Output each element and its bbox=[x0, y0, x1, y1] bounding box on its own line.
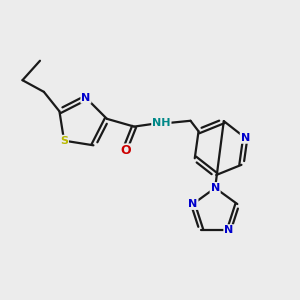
Text: N: N bbox=[241, 133, 250, 143]
Text: N: N bbox=[224, 225, 233, 235]
Text: N: N bbox=[81, 93, 91, 103]
Text: N: N bbox=[188, 199, 198, 209]
Text: N: N bbox=[211, 183, 220, 193]
Text: O: O bbox=[120, 144, 131, 158]
Text: S: S bbox=[60, 136, 68, 146]
Text: NH: NH bbox=[152, 118, 171, 128]
